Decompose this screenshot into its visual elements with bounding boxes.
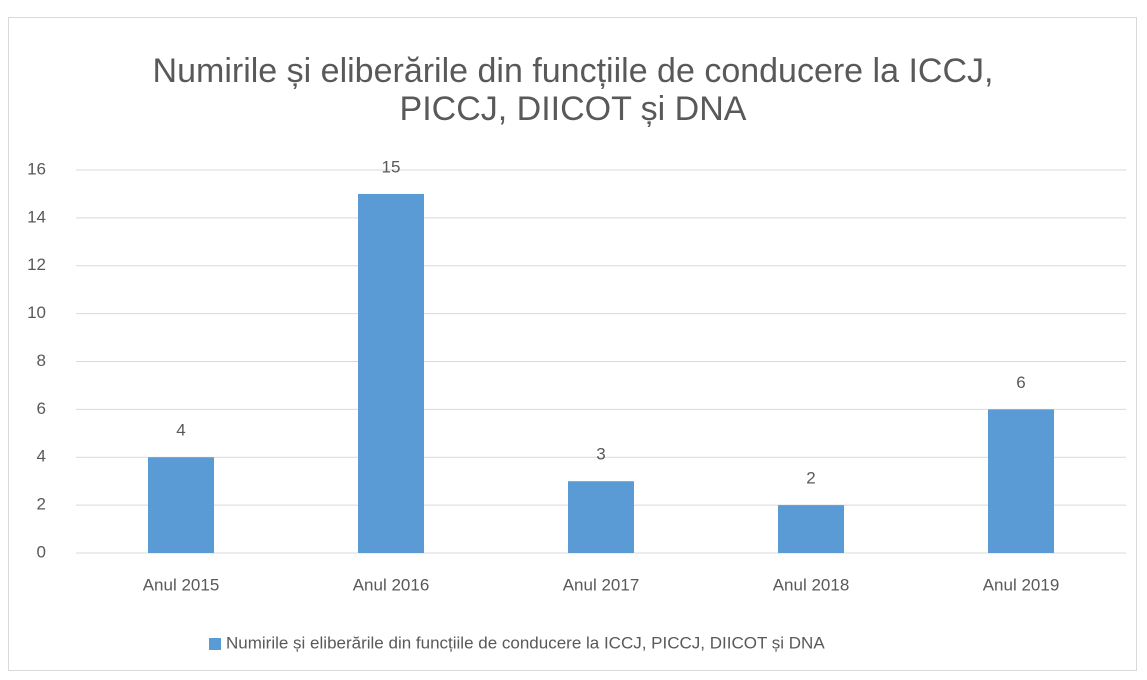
- data-label: 4: [176, 421, 185, 440]
- bar: [568, 481, 634, 553]
- bar: [358, 193, 424, 553]
- x-tick-label: Anul 2018: [773, 575, 850, 594]
- x-tick-label: Anul 2019: [983, 575, 1060, 594]
- y-tick-label: 16: [27, 159, 46, 178]
- data-label: 6: [1016, 373, 1025, 392]
- x-tick-label: Anul 2016: [353, 575, 430, 594]
- y-tick-label: 4: [37, 447, 46, 466]
- y-tick-label: 2: [37, 495, 46, 514]
- legend-label: Numirile și eliberările din funcțiile de…: [226, 633, 825, 652]
- data-label: 3: [596, 445, 605, 464]
- bar: [988, 409, 1054, 553]
- y-tick-label: 10: [27, 303, 46, 322]
- y-tick-label: 14: [27, 207, 46, 226]
- x-tick-label: Anul 2015: [143, 575, 220, 594]
- y-tick-label: 0: [37, 542, 46, 561]
- y-tick-label: 6: [37, 399, 46, 418]
- bar: [778, 505, 844, 553]
- y-tick-label: 12: [27, 255, 46, 274]
- bar: [148, 457, 214, 553]
- y-tick-label: 8: [37, 351, 46, 370]
- chart-title: Numirile și eliberările din funcțiile de…: [152, 52, 994, 128]
- x-tick-label: Anul 2017: [563, 575, 640, 594]
- data-label: 2: [806, 469, 815, 488]
- data-label: 15: [382, 157, 401, 176]
- legend-swatch: [209, 638, 221, 650]
- chart-frame: [8, 17, 1137, 671]
